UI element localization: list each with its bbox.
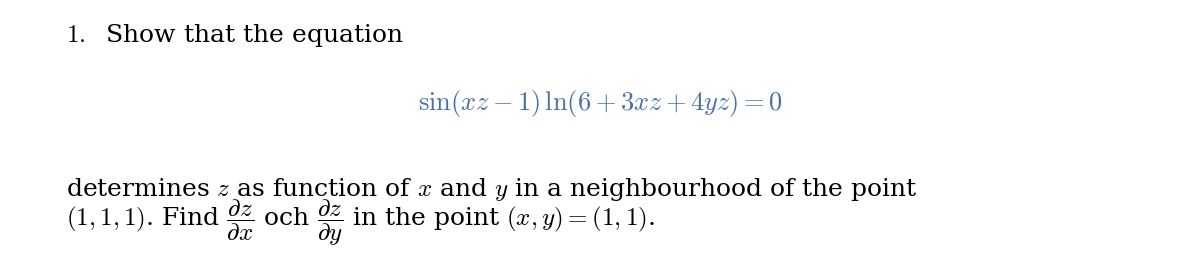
Text: $1.$  Show that the equation: $1.$ Show that the equation <box>66 22 403 49</box>
Text: determines $z$ as function of $x$ and $y$ in a neighbourhood of the point: determines $z$ as function of $x$ and $y… <box>66 176 918 203</box>
Text: $\sin(xz-1)\,\ln(6+3xz+4yz)=0$: $\sin(xz-1)\,\ln(6+3xz+4yz)=0$ <box>418 88 782 119</box>
Text: $(1,1,1)$. Find $\dfrac{\partial z}{\partial x}$ och $\dfrac{\partial z}{\partia: $(1,1,1)$. Find $\dfrac{\partial z}{\par… <box>66 197 655 248</box>
